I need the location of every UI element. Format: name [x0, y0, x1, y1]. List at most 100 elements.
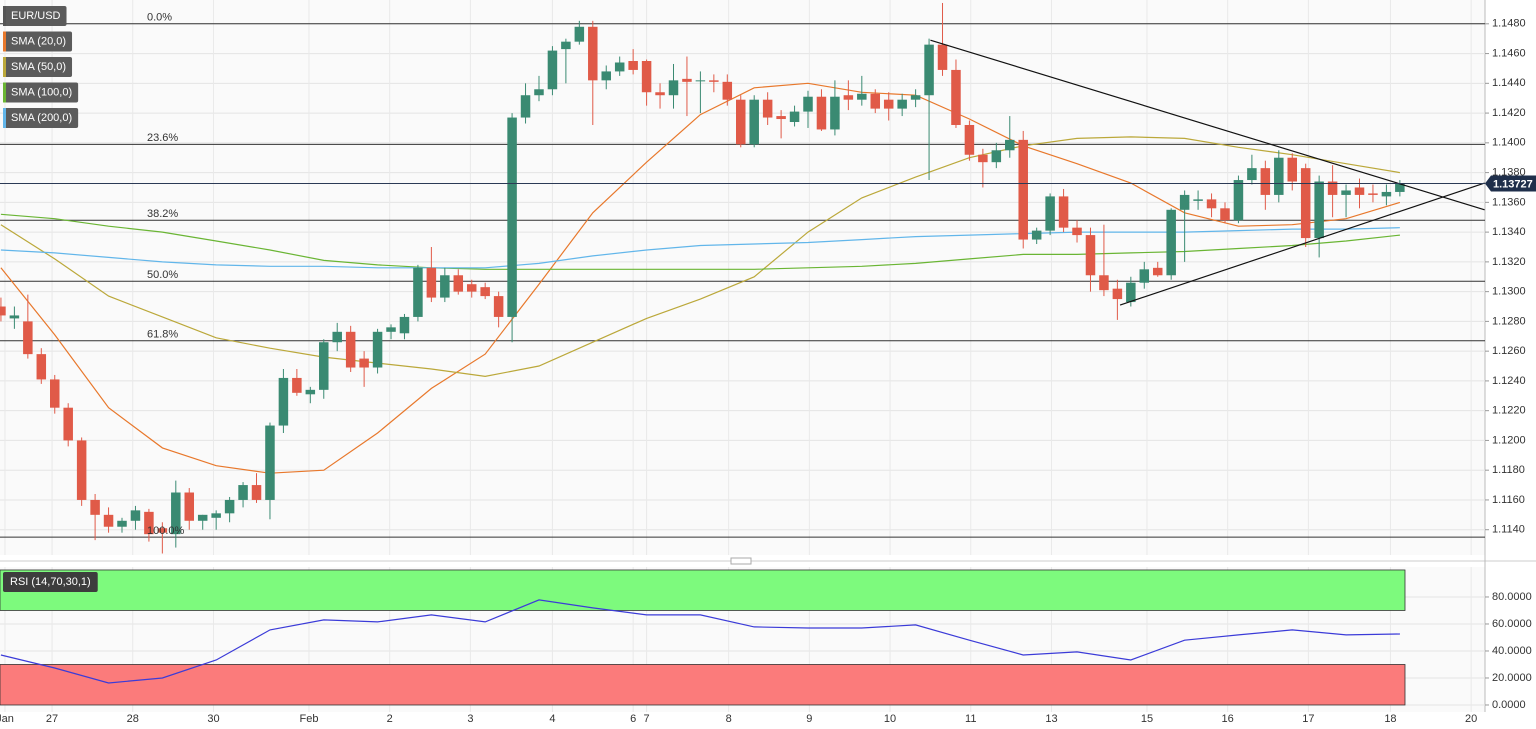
last-price-label: 1.13727: [1493, 178, 1533, 190]
candle-body: [90, 499, 100, 515]
candle-body: [1247, 168, 1257, 181]
candle-body: [319, 342, 329, 390]
divider-handle[interactable]: [730, 557, 752, 565]
candle-body: [117, 520, 127, 527]
candle-body: [1327, 181, 1338, 195]
x-tick-label: Feb: [299, 713, 318, 725]
candle-body: [897, 99, 907, 109]
sma-line: [0, 82, 1401, 474]
x-tick-label: 28: [127, 713, 139, 725]
candle-body: [1354, 187, 1365, 195]
candle-body: [857, 93, 867, 100]
x-tick-label: 16: [1222, 713, 1234, 725]
candle-body: [789, 111, 800, 123]
candle-body: [1193, 199, 1203, 201]
legend-item[interactable]: SMA (20,0): [3, 31, 73, 52]
rsi-line: [0, 599, 1400, 684]
candle-body: [520, 95, 531, 118]
candle-body: [63, 407, 73, 441]
candle-body: [251, 485, 262, 500]
x-tick-label: 11: [965, 713, 976, 725]
overlay: 1.1140 1.1160 1.1180 1.1200 1.1220 1.1240 1.12…: [0, 6, 1536, 725]
candle-body: [1112, 288, 1123, 300]
legend-label: EUR/USD: [11, 10, 61, 22]
x-tick-label: 3: [467, 713, 473, 725]
candle-body: [345, 331, 356, 368]
x-tick-label: 20: [1465, 713, 1477, 725]
candle-body: [466, 284, 477, 292]
candle-body: [951, 69, 961, 125]
candle-body: [130, 510, 141, 521]
candle-body: [668, 80, 679, 96]
y-tick-label: 20.0000: [1492, 672, 1532, 684]
legend-box: [3, 57, 73, 77]
grid: [0, 0, 1489, 712]
candle-body: [937, 44, 948, 70]
candle-body: [1274, 157, 1284, 195]
legend-box: [3, 108, 79, 128]
candle-body: [1139, 269, 1150, 283]
candle-body: [1233, 180, 1244, 221]
candle-body: [830, 96, 840, 130]
y-tick-label: 1.1480: [1492, 18, 1526, 30]
price-panel: [0, 0, 1485, 555]
x-tick-label: 2: [387, 713, 393, 725]
candle-body: [49, 379, 60, 408]
legend-item[interactable]: SMA (200,0): [3, 108, 79, 128]
legend-item[interactable]: SMA (50,0): [3, 57, 73, 77]
legend-box: [3, 31, 73, 52]
candle-body: [1341, 190, 1351, 195]
candle-body: [601, 71, 611, 81]
candle-body: [816, 96, 827, 130]
candle-body: [453, 275, 464, 292]
sma-line: [0, 136, 1400, 378]
candle-body: [480, 287, 490, 297]
candle-body: [978, 154, 988, 163]
candle-body: [736, 99, 746, 145]
legend-item[interactable]: EUR/USD: [3, 6, 67, 26]
x-tick-label: Jan: [0, 713, 14, 725]
candle-body: [0, 306, 6, 316]
candle-body: [171, 492, 181, 535]
candle-body: [1381, 191, 1392, 197]
candle-body: [332, 331, 342, 343]
fib-label: 38.2%: [147, 208, 178, 220]
candle-body: [655, 92, 665, 96]
candle-body: [991, 150, 1002, 163]
candle-body: [359, 358, 369, 368]
candle-body: [1045, 196, 1055, 231]
candle-body: [924, 44, 934, 96]
y-tick-label: 1.1220: [1492, 405, 1526, 417]
x-tick-label: 6: [630, 713, 636, 725]
y-tick-label: 1.1360: [1492, 196, 1526, 208]
rsi-label-box: [3, 572, 98, 592]
candle-body: [641, 61, 652, 93]
candle-body: [1287, 157, 1297, 182]
candle-body: [1260, 168, 1271, 195]
candle-body: [1395, 183, 1405, 192]
legend-label: SMA (50,0): [11, 61, 66, 73]
x-tick-label: 13: [1045, 713, 1057, 725]
candle-body: [762, 99, 773, 118]
candle-body: [305, 389, 316, 395]
y-tick-label: 1.1260: [1492, 345, 1526, 357]
candle-body: [682, 78, 692, 82]
candle-body: [413, 267, 423, 317]
legend-box: [3, 82, 79, 103]
candle-body: [426, 267, 437, 298]
candle-body: [870, 93, 881, 109]
trendline: [930, 39, 1485, 211]
candle-body: [372, 331, 383, 368]
candle-body: [184, 492, 195, 521]
y-tick-label: 1.1440: [1492, 77, 1526, 89]
y-tick-label: 1.1200: [1492, 434, 1526, 446]
legend-item[interactable]: SMA (100,0): [3, 82, 79, 103]
x-tick-label: 8: [726, 713, 732, 725]
candle-body: [1179, 194, 1190, 210]
candle-body: [103, 514, 114, 527]
y-tick-label: 1.1400: [1492, 137, 1526, 149]
y-tick-label: 60.0000: [1492, 618, 1532, 630]
candle-body: [76, 440, 87, 500]
rsi-label: RSI (14,70,30,1): [10, 576, 91, 588]
